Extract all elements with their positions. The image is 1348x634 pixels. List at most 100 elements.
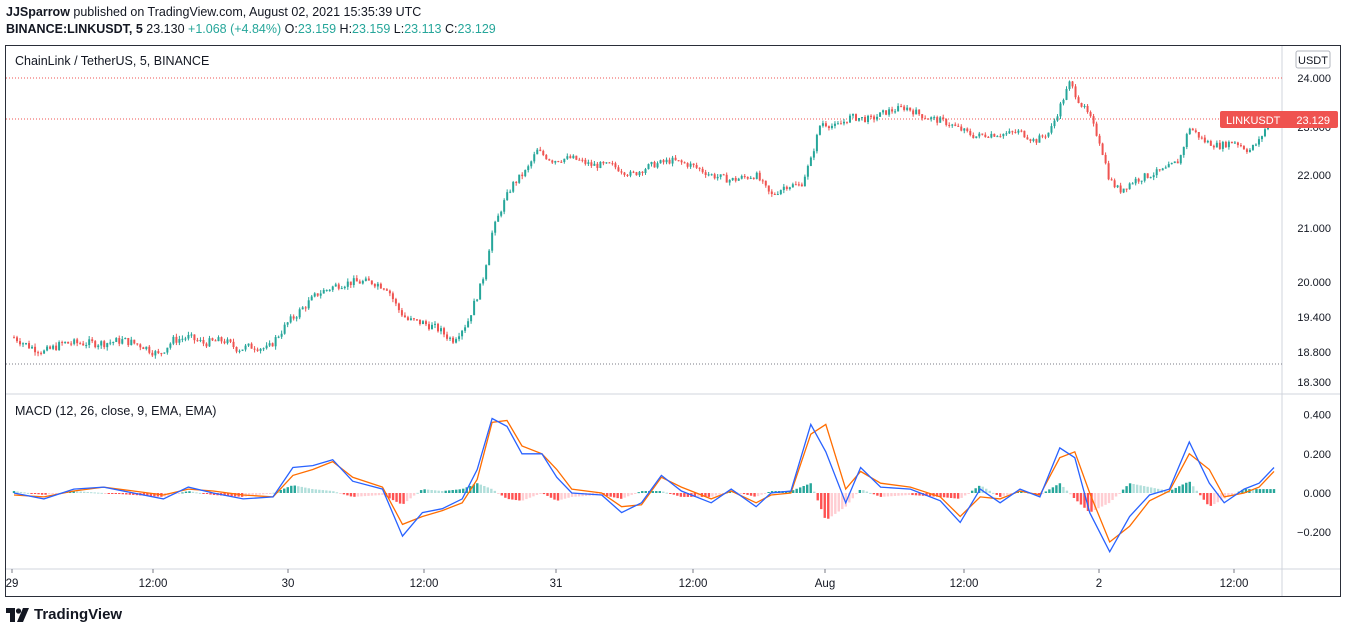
candle	[136, 343, 139, 346]
candle	[990, 131, 993, 139]
candle	[1209, 139, 1212, 146]
price-change: +1.068 (+4.84%)	[188, 22, 282, 36]
candle	[1161, 167, 1164, 171]
macd-histogram-bar	[1020, 491, 1023, 493]
candle	[978, 131, 981, 139]
candle	[430, 322, 433, 330]
macd-histogram-bar	[879, 493, 883, 497]
candle	[731, 177, 734, 182]
candle	[1050, 123, 1053, 135]
candle	[704, 169, 707, 178]
candle	[464, 324, 467, 333]
macd-histogram-bar	[855, 493, 858, 495]
chart-frame[interactable]: ChainLink / TetherUS, 5, BINANCE USDT MA…	[5, 45, 1341, 597]
candle	[217, 335, 220, 342]
macd-histogram-bar	[462, 488, 465, 493]
candle	[94, 339, 97, 349]
candle	[175, 333, 178, 346]
candle	[124, 337, 127, 340]
macd-histogram-bar	[198, 492, 202, 494]
candle	[394, 297, 397, 307]
candle	[921, 113, 924, 121]
candle	[70, 341, 73, 347]
macd-histogram-bar	[872, 493, 876, 495]
macd-histogram-bar	[1002, 493, 1005, 496]
macd-histogram-bar	[791, 490, 795, 493]
candle	[698, 167, 701, 172]
candle	[1005, 131, 1008, 136]
time-tick-label: 12:00	[679, 578, 708, 590]
macd-histogram-bar	[549, 493, 553, 498]
macd-histogram-bar	[402, 493, 405, 504]
last-price-tag: LINKUSDT 23.129	[1220, 111, 1338, 128]
candle	[250, 342, 253, 349]
candle	[593, 160, 596, 166]
candle	[1140, 180, 1143, 185]
macd-histogram-bar	[433, 490, 437, 493]
macd-histogram-bar	[423, 489, 426, 493]
candle	[400, 307, 403, 317]
candle	[97, 344, 100, 350]
macd-histogram-bar	[1072, 493, 1076, 498]
candle	[827, 125, 830, 131]
candle	[794, 181, 797, 186]
macd-histogram-bar	[813, 491, 816, 493]
macd-histogram-bar	[419, 490, 423, 493]
candle	[632, 170, 635, 174]
chart-canvas[interactable]: ChainLink / TetherUS, 5, BINANCE USDT MA…	[6, 46, 1340, 596]
candle	[1131, 182, 1134, 185]
candle	[64, 341, 67, 344]
candle	[256, 347, 259, 352]
candle	[981, 133, 984, 136]
macd-histogram-bar	[1209, 493, 1213, 506]
candle	[1260, 135, 1263, 142]
macd-histogram-bar	[655, 491, 658, 493]
candle	[16, 335, 19, 343]
candle	[118, 335, 121, 347]
macd-histogram-bar	[202, 493, 205, 494]
macd-histogram-bar	[942, 493, 946, 498]
macd-histogram-bar	[974, 488, 977, 493]
macd-histogram-bar	[960, 493, 963, 498]
currency-badge[interactable]: USDT	[1295, 50, 1331, 69]
macd-histogram-bar	[195, 492, 198, 494]
candle	[61, 340, 64, 346]
macd-histogram-bar	[837, 493, 840, 512]
candle	[286, 321, 289, 328]
macd-histogram-bar	[767, 491, 770, 493]
candle	[939, 116, 942, 123]
candle	[370, 280, 373, 286]
macd-histogram-bar	[1220, 493, 1223, 501]
candle	[346, 278, 349, 290]
candle	[755, 171, 758, 180]
candle	[909, 107, 912, 112]
macd-histogram-bar	[1223, 493, 1227, 499]
macd-histogram-bar	[665, 492, 669, 494]
tradingview-brand[interactable]: TradingView	[6, 606, 122, 623]
macd-histogram-bar	[697, 493, 700, 497]
candle	[145, 346, 148, 351]
macd-histogram-bar	[451, 490, 454, 493]
candle	[1251, 144, 1254, 151]
open-value: 23.159	[297, 22, 337, 36]
candle	[232, 338, 235, 350]
candle	[1041, 134, 1044, 139]
macd-histogram-bar	[995, 493, 998, 495]
macd-histogram-bar	[111, 493, 114, 494]
macd-histogram-bar	[535, 493, 539, 495]
price-tick-label: 24.000	[1297, 73, 1331, 85]
macd-histogram-bar	[1041, 493, 1044, 494]
candle	[749, 175, 752, 180]
macd-histogram-bar	[472, 484, 475, 493]
candle	[467, 318, 470, 328]
candle	[503, 198, 506, 215]
macd-histogram-bar	[293, 485, 296, 493]
candle	[906, 105, 909, 112]
macd-histogram-bar	[391, 493, 395, 501]
candle	[521, 172, 524, 180]
candle	[160, 352, 163, 357]
macd-tick-label: 0.400	[1303, 410, 1331, 422]
candle	[1191, 127, 1194, 131]
candle	[716, 174, 719, 181]
macd-histogram-bar	[563, 493, 567, 499]
